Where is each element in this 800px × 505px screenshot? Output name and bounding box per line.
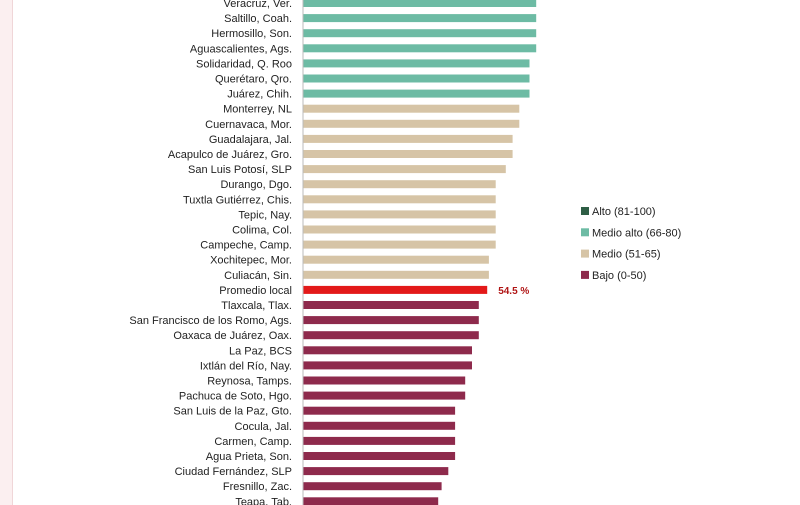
bar-11 [303,165,506,174]
category-label-4: Solidaridad, Q. Roo [196,58,292,70]
legend-label-bajo: Bajo (0-50) [592,270,646,282]
bars-layer [303,0,537,505]
bar-3 [303,44,537,53]
legend-swatch-bajo [581,270,589,279]
bar-7 [303,104,520,113]
category-label-22: Oaxaca de Juárez, Oax. [173,330,292,342]
bar-24 [303,361,472,370]
annotations-layer: 54.5 % [498,286,529,297]
category-labels-layer: Veracruz, Ver. Saltillo, Coah. Hermosillo,… [129,0,292,505]
bar-21 [303,316,479,325]
legend: Alto (81-100) Medio alto (66-80) Medio (51… [581,206,681,282]
bar-10 [303,150,513,158]
bar-31 [303,467,449,476]
bar-6 [303,89,530,98]
category-label-11: San Luis Potosí, SLP [188,164,292,176]
category-label-33: Teapa, Tab. [235,496,292,505]
category-label-28: Cocula, Jal. [235,421,292,433]
legend-swatch-medio [581,249,589,258]
bar-22 [303,331,479,340]
bar-20 [303,301,479,309]
bar-33 [303,497,439,505]
category-label-14: Tepic, Nay. [238,209,292,221]
category-label-18: Culiacán, Sin. [224,270,292,282]
category-label-25: Reynosa, Tamps. [207,376,292,388]
category-label-30: Agua Prieta, Son. [206,451,292,463]
value-label-promedio: 54.5 % [498,286,529,297]
category-label-13: Tuxtla Gutiérrez, Chis. [183,194,292,206]
category-label-26: Pachuca de Soto, Hgo. [179,391,292,403]
bar-18 [303,270,489,279]
left-decorative-strip [0,0,13,505]
bar-25 [303,376,466,385]
legend-swatch-medio-alto [581,228,589,237]
bar-1 [303,14,537,23]
bar-0 [303,0,537,7]
category-label-9: Guadalajara, Jal. [209,134,292,146]
bar-19 [303,285,488,294]
category-label-12: Durango, Dgo. [220,179,292,191]
bar-4 [303,59,530,68]
bar-14 [303,210,496,219]
bar-16 [303,240,496,249]
category-label-32: Fresnillo, Zac. [223,481,292,493]
bar-5 [303,74,530,83]
category-label-5: Querétaro, Qro. [215,74,292,86]
category-label-29: Carmen, Camp. [214,436,292,448]
bar-30 [303,452,456,460]
category-label-8: Cuernavaca, Mor. [205,119,292,131]
bar-13 [303,195,496,204]
legend-label-medio-alto: Medio alto (66-80) [592,227,681,239]
bar-29 [303,436,456,445]
legend-swatch-alto [581,207,589,215]
bar-9 [303,134,513,143]
category-label-23: La Paz, BCS [229,345,292,357]
category-label-1: Saltillo, Coah. [224,13,292,25]
bar-26 [303,391,466,400]
bar-15 [303,225,496,234]
bar-8 [303,119,520,128]
category-label-16: Campeche, Camp. [200,240,292,252]
bar-28 [303,421,456,430]
bar-27 [303,406,456,415]
category-label-27: San Luis de la Paz, Gto. [173,406,292,418]
legend-label-alto: Alto (81-100) [592,206,656,218]
bar-12 [303,180,496,189]
category-label-15: Colima, Col. [232,225,292,237]
category-label-7: Monterrey, NL [223,104,292,116]
category-label-24: Ixtlán del Río, Nay. [200,360,292,372]
category-label-10: Acapulco de Juárez, Gro. [168,149,292,161]
category-label-31: Ciudad Fernández, SLP [175,466,292,478]
category-label-17: Xochitepec, Mor. [210,255,292,267]
bar-23 [303,346,472,355]
category-label-6: Juárez, Chih. [227,89,292,101]
category-label-19: Promedio local [219,285,292,297]
category-label-21: San Francisco de los Romo, Ags. [129,315,292,327]
category-label-0: Veracruz, Ver. [224,0,292,10]
bar-32 [303,482,442,491]
category-label-2: Hermosillo, Son. [211,28,292,40]
category-label-20: Tlaxcala, Tlax. [221,300,292,312]
category-label-3: Aguascalientes, Ags. [190,43,292,55]
bar-17 [303,255,489,264]
bar-2 [303,29,537,38]
legend-label-medio: Medio (51-65) [592,249,660,261]
